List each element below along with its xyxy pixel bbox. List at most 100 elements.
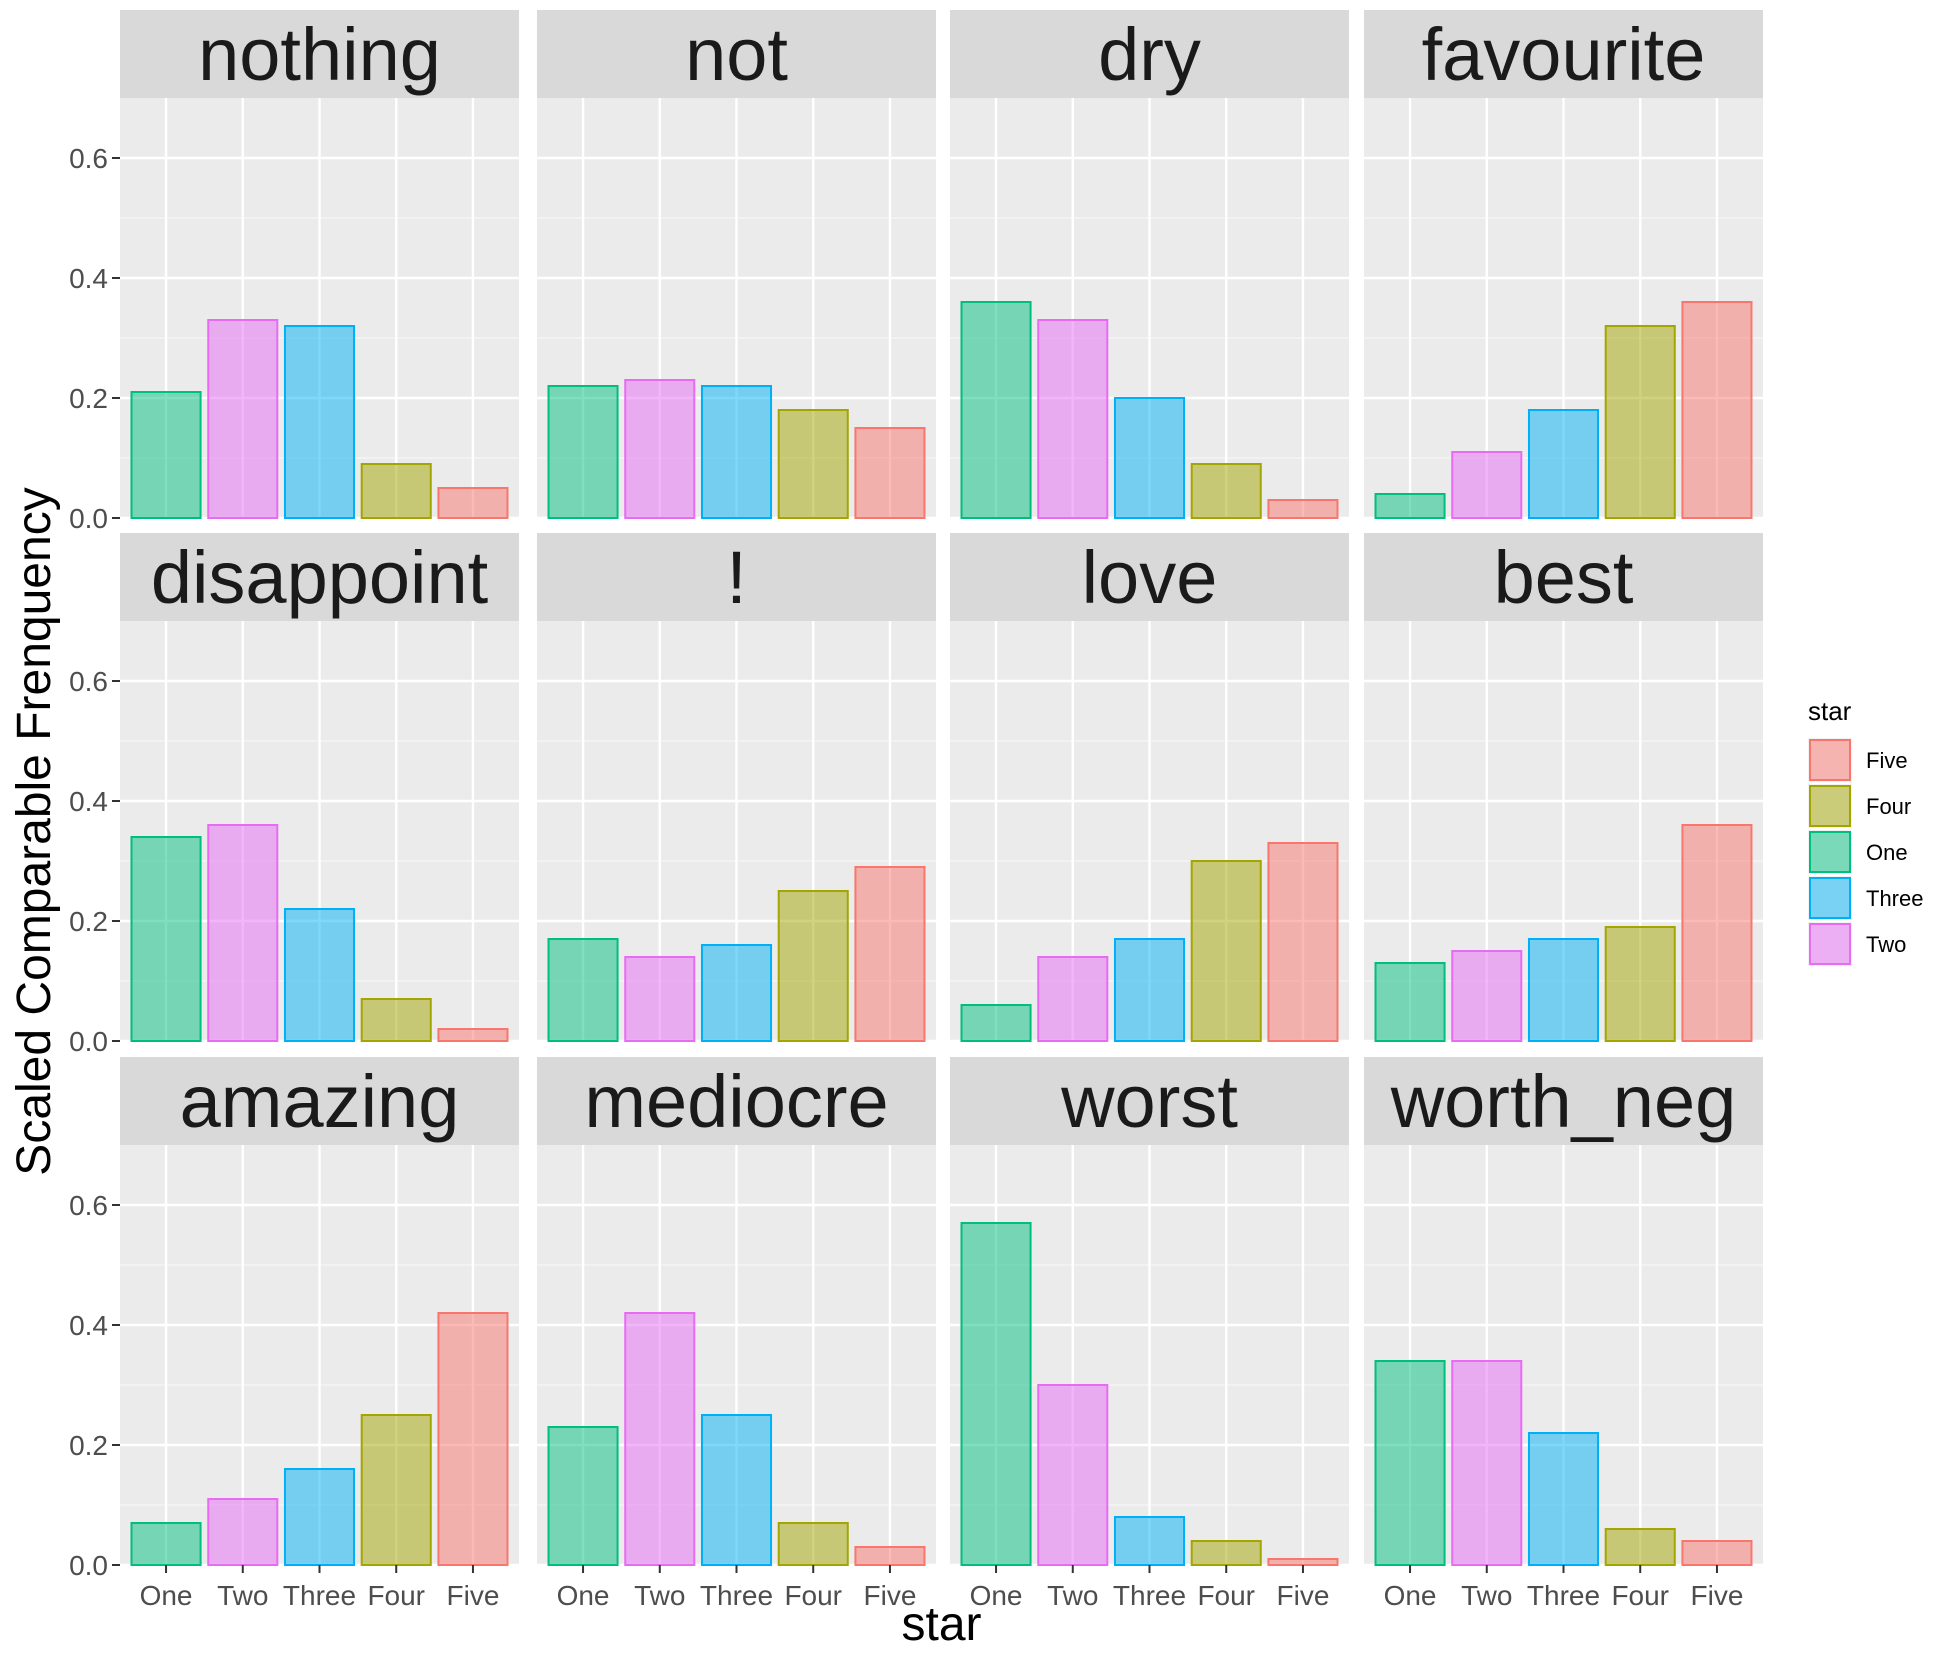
bar	[547, 385, 619, 519]
facet-panel: best	[1364, 533, 1763, 1043]
bar	[437, 1312, 509, 1566]
facet-panels: nothing not dry favourite disappoint! love bes…	[120, 10, 1763, 1567]
bar	[1604, 926, 1676, 1042]
bar	[960, 301, 1032, 519]
y-tick-label: 0.0	[69, 1026, 108, 1057]
facet-title: disappoint	[151, 536, 489, 619]
bar	[1374, 962, 1446, 1042]
facet-panel: worth_neg	[1364, 1057, 1763, 1567]
bar	[960, 1004, 1032, 1042]
bar	[854, 427, 926, 519]
x-tick-label: Five	[1277, 1580, 1330, 1611]
facet-panel: favourite	[1364, 10, 1763, 520]
y-tick-label: 0.4	[69, 263, 108, 294]
facet-strip	[120, 1057, 519, 1145]
bar	[700, 944, 773, 1042]
bar	[777, 409, 849, 519]
bar	[1451, 950, 1523, 1042]
bar	[1451, 451, 1523, 519]
x-tick-label: Two	[217, 1580, 268, 1611]
bar	[624, 956, 696, 1042]
x-tick-label: Four	[784, 1580, 842, 1611]
facet-title: best	[1494, 536, 1634, 619]
facet-title: worst	[1060, 1060, 1238, 1143]
bar	[777, 1522, 849, 1566]
bar	[437, 1028, 509, 1042]
facet-panel: dry	[950, 10, 1349, 520]
x-tick-label: Five	[864, 1580, 917, 1611]
bar	[1527, 409, 1600, 519]
x-tick-label: One	[970, 1580, 1023, 1611]
legend-label: Two	[1866, 932, 1906, 957]
y-tick-label: 0.6	[69, 666, 108, 697]
y-tick-label: 0.4	[69, 1310, 108, 1341]
bar	[547, 1426, 619, 1566]
facet-title: amazing	[180, 1060, 460, 1143]
bar	[777, 890, 849, 1042]
bar	[700, 385, 773, 519]
legend-swatch	[1809, 831, 1851, 873]
bar	[624, 1312, 696, 1566]
bar	[1604, 325, 1676, 519]
x-tick-label: Two	[1461, 1580, 1512, 1611]
x-tick-label: Three	[1527, 1580, 1600, 1611]
y-tick-label: 0.2	[69, 1430, 108, 1461]
facet-strip	[950, 10, 1349, 98]
x-tick-label: Three	[1113, 1580, 1186, 1611]
bar	[1190, 463, 1262, 519]
bar	[1113, 1516, 1186, 1566]
x-tick-label: One	[1384, 1580, 1437, 1611]
facet-panel: not	[537, 10, 936, 520]
bar	[854, 866, 926, 1042]
bar	[1267, 1558, 1339, 1566]
bar	[130, 391, 202, 519]
bar	[1190, 1540, 1262, 1566]
legend-title: star	[1808, 696, 1852, 726]
bar	[437, 487, 509, 519]
bar	[1681, 301, 1753, 519]
facet-panel: nothing	[120, 10, 519, 520]
bar	[283, 1468, 356, 1566]
x-tick-label: Four	[1197, 1580, 1255, 1611]
facet-title: dry	[1098, 13, 1201, 96]
facet-title: love	[1082, 536, 1218, 619]
bar	[1190, 860, 1262, 1042]
bar	[1451, 1360, 1523, 1566]
facet-strip	[1364, 1057, 1763, 1145]
legend-label: Four	[1866, 794, 1911, 819]
bar	[547, 938, 619, 1042]
facet-title: not	[685, 13, 788, 96]
bar	[360, 463, 432, 519]
bar	[1681, 1540, 1753, 1566]
x-tick-label: Four	[1611, 1580, 1669, 1611]
facet-strip	[120, 10, 519, 98]
bar	[207, 824, 279, 1042]
bar	[1681, 824, 1753, 1042]
facet-strip	[537, 10, 936, 98]
bar	[130, 836, 202, 1042]
y-tick-label: 0.6	[69, 1190, 108, 1221]
facet-panel: !	[537, 533, 936, 1043]
y-tick-label: 0.2	[69, 906, 108, 937]
facet-strip	[120, 533, 519, 621]
legend-swatch	[1809, 739, 1851, 781]
bar	[130, 1522, 202, 1566]
bar	[1037, 319, 1109, 519]
x-tick-label: Two	[1047, 1580, 1098, 1611]
x-axis-title: star	[901, 1598, 981, 1651]
legend-swatch	[1809, 785, 1851, 827]
x-tick-label: Five	[447, 1580, 500, 1611]
y-tick-label: 0.6	[69, 143, 108, 174]
facet-strip	[1364, 533, 1763, 621]
bar	[1527, 938, 1600, 1042]
bar	[283, 325, 356, 519]
axes: 0.0 0.2 0.4 0.6 0.0 0.2 0.4 0.6 0.0 0.2 0.4 0.6 One T…	[69, 143, 1743, 1611]
facet-panel: amazing	[120, 1057, 519, 1567]
facet-panel: mediocre	[537, 1057, 936, 1567]
bar	[1527, 1432, 1600, 1566]
facet-title: !	[726, 536, 747, 619]
bar	[360, 1414, 432, 1566]
bar	[1374, 1360, 1446, 1566]
bar	[1374, 493, 1446, 519]
